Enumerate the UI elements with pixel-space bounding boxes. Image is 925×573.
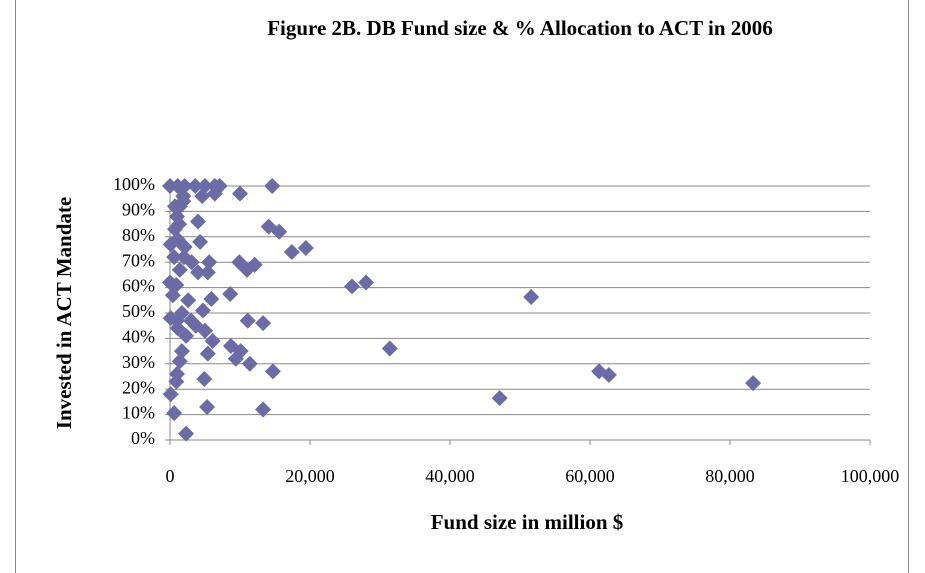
point [173, 343, 190, 360]
point [255, 315, 272, 332]
point [491, 390, 508, 407]
point [187, 178, 204, 194]
y-tick-label: 50% [122, 301, 155, 321]
y-tick-label: 10% [122, 403, 155, 423]
x-tick-label: 80,000 [705, 466, 755, 486]
point [190, 264, 206, 281]
x-axis-label: Fund size in million $ [431, 510, 624, 534]
point [194, 302, 211, 319]
point [297, 239, 314, 256]
point [171, 353, 188, 370]
point [196, 371, 213, 388]
point [523, 288, 540, 305]
point [162, 310, 179, 327]
point [264, 178, 281, 194]
x-tick-label: 20,000 [285, 466, 335, 486]
point [264, 363, 281, 380]
point [171, 261, 188, 278]
point [199, 345, 216, 362]
point [197, 322, 213, 339]
point [255, 401, 272, 418]
point [227, 350, 244, 367]
point [199, 398, 216, 415]
point [222, 285, 239, 302]
chart-title: Figure 2B. DB Fund size & % Allocation t… [267, 16, 773, 40]
point [381, 340, 398, 357]
point [169, 320, 186, 337]
point [271, 223, 288, 240]
point [178, 327, 195, 344]
point [344, 278, 360, 295]
y-tick-label: 70% [122, 250, 155, 270]
y-tick-label: 60% [122, 276, 155, 296]
point [745, 375, 762, 392]
y-tick-label: 40% [122, 327, 155, 347]
y-tick-label: 80% [122, 225, 155, 245]
point [246, 256, 263, 273]
x-tick-label: 0 [166, 466, 175, 486]
x-tick-label: 60,000 [565, 466, 615, 486]
point [204, 332, 221, 349]
x-tick-label: 40,000 [425, 466, 475, 486]
y-tick-label: 20% [122, 377, 155, 397]
point [178, 425, 195, 442]
point [166, 198, 183, 215]
x-tick-label: 100,000 [841, 466, 900, 486]
point [162, 274, 178, 291]
y-tick-label: 100% [113, 174, 155, 194]
point [180, 292, 197, 309]
y-tick-label: 30% [122, 352, 155, 372]
point [168, 373, 185, 390]
point [239, 312, 256, 329]
chart-frame [15, 0, 909, 573]
point [199, 264, 216, 281]
point [176, 178, 193, 194]
y-tick-label: 0% [131, 428, 155, 448]
point [241, 355, 258, 372]
point [164, 287, 181, 304]
point [162, 386, 179, 403]
point [190, 213, 206, 230]
point [166, 249, 183, 266]
point [232, 185, 248, 202]
point [206, 185, 223, 202]
point [194, 188, 211, 205]
point [166, 405, 183, 422]
y-tick-label: 90% [122, 200, 155, 220]
point [201, 254, 218, 271]
point [171, 216, 188, 233]
point [183, 254, 200, 271]
point [600, 366, 617, 383]
point [192, 233, 209, 250]
point [283, 244, 300, 261]
point [203, 291, 220, 308]
point [176, 238, 193, 255]
y-axis-label: Invested in ACT Mandate [52, 197, 76, 429]
point [358, 274, 374, 291]
